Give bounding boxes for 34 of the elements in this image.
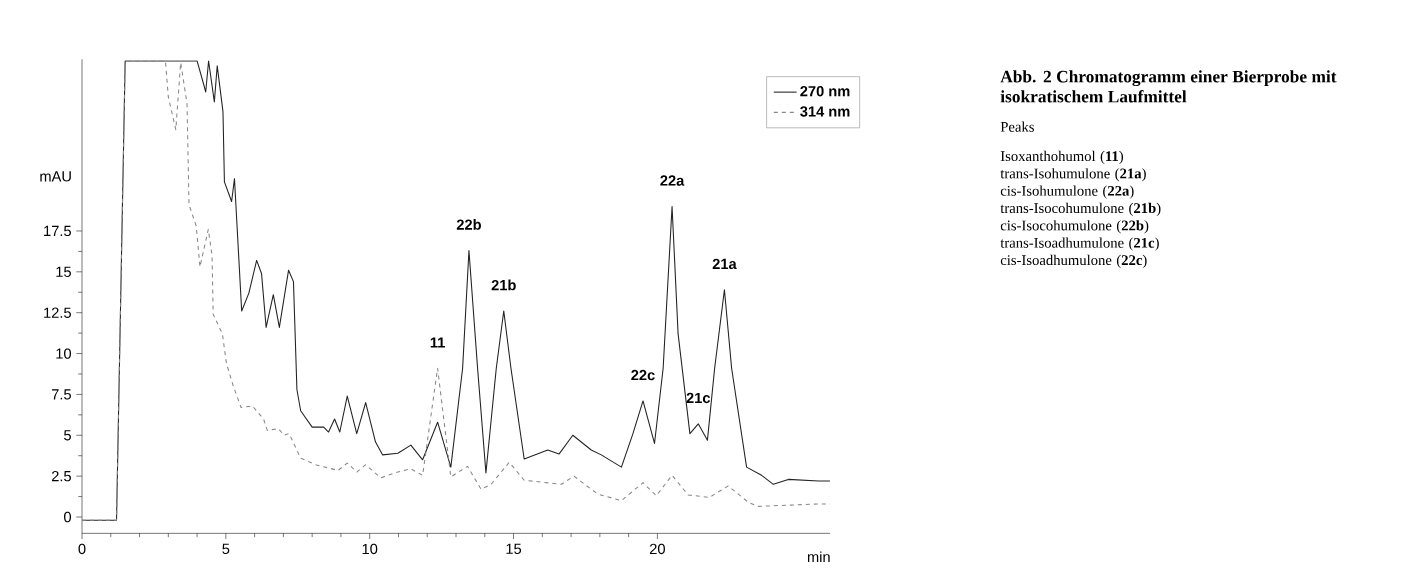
text: trans-Isocohumulone (21b) — [1000, 202, 1161, 217]
text: trans-Isoadhumulone (21c) — [1000, 237, 1159, 251]
x-tick-label: 0 — [78, 543, 86, 555]
annotation: 22c — [631, 369, 655, 381]
y-tick-label: 0 — [64, 511, 72, 523]
annotation: 21b — [491, 279, 516, 291]
y-tick-label: 7.5 — [51, 389, 71, 400]
x-tick-label: 20 — [649, 543, 665, 555]
x-axis-title: min — [807, 551, 830, 563]
y-tick-label: 15 — [56, 266, 71, 277]
y-tick-label: 12.5 — [44, 307, 71, 318]
annotation: 22b — [456, 219, 481, 230]
y-tick-label: 5 — [64, 430, 71, 441]
x-tick-label: 5 — [222, 543, 230, 554]
y-tick-label: 10 — [56, 348, 72, 359]
annotation: 11 — [430, 337, 445, 348]
text: Abb. 2 Chromatogramm einer Bierprobe mit isokratischem Laufmittel — [1000, 70, 1337, 103]
text: Peaks — [1000, 121, 1034, 132]
text: cis-Isocohumulone (22b) — [1000, 220, 1149, 234]
text: cis-Isoadhumulone (22c) — [1000, 254, 1147, 269]
legend-label: 314 nm — [800, 106, 850, 117]
y-tick-label: 2.5 — [51, 470, 71, 482]
annotation: 21a — [712, 258, 737, 270]
y-axis-title: mAU — [40, 171, 71, 182]
y-tick-label: 17.5 — [44, 225, 71, 237]
text: cis-Isohumulone (22a) — [1000, 185, 1134, 199]
legend-label: 270 nm — [800, 86, 850, 97]
text: Isoxanthohumol (11) — [1000, 150, 1124, 165]
text: trans-Isohumulone (21a) — [1000, 168, 1146, 182]
annotation: 22a — [660, 175, 685, 186]
annotation: 21c — [686, 392, 711, 404]
line-series — [82, 60, 830, 521]
x-tick-label: 15 — [506, 543, 522, 554]
x-tick-label: 10 — [362, 543, 378, 555]
